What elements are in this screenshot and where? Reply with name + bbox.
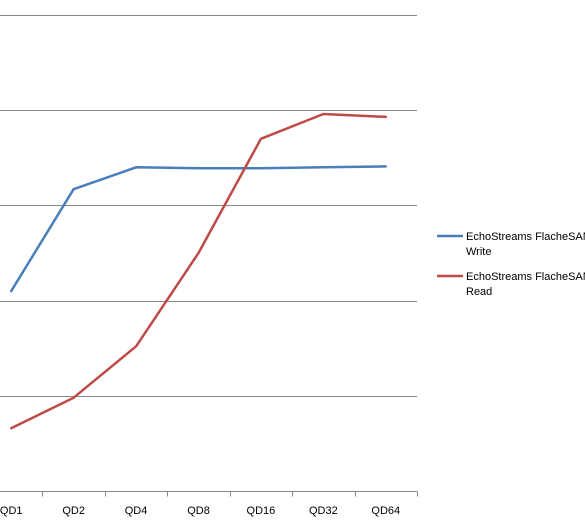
x-tick-label: QD1 [0, 505, 23, 517]
legend-label: EchoStreams FlacheSAN1L10U [466, 231, 585, 243]
x-tick-label: QD32 [309, 505, 338, 517]
legend-label: EchoStreams FlacheSAN1L10U [466, 271, 585, 283]
series-line-1 [9, 112, 388, 430]
series-line-0 [9, 165, 388, 293]
x-tick-label: QD64 [371, 505, 400, 517]
x-tick-label: QD2 [62, 505, 85, 517]
legend-label: Write [466, 246, 491, 258]
x-axis: QD1 QD2 QD4 QD8 QD16 QD32 QD64 [0, 491, 418, 517]
series-lines [9, 112, 388, 430]
x-tick-label: QD4 [125, 505, 148, 517]
x-tick-label: QD8 [187, 505, 210, 517]
x-tick-label: QD16 [247, 505, 276, 517]
gridlines [0, 15, 417, 397]
legend: EchoStreams FlacheSAN1L10U Write EchoStrea… [437, 231, 585, 298]
legend-label: Read [466, 286, 492, 298]
